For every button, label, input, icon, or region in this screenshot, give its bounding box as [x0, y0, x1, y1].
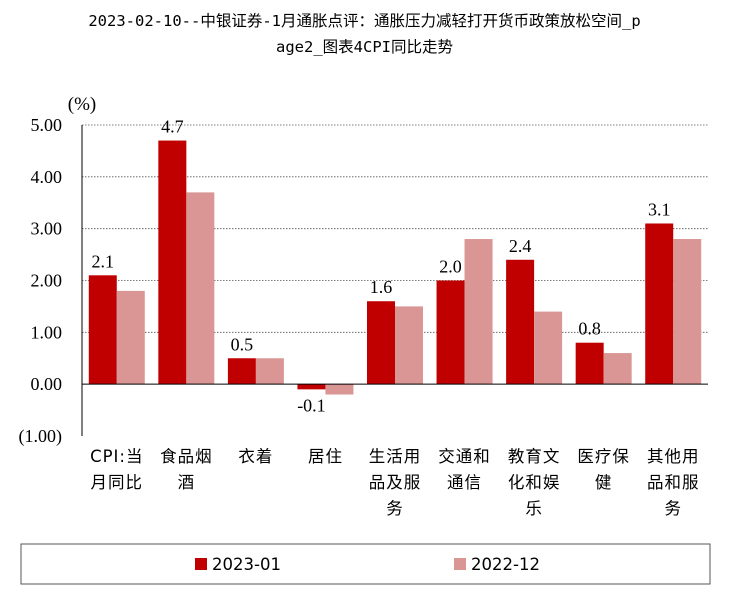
category-label: 月同比 — [91, 473, 144, 492]
bar-2022-12-6 — [534, 312, 562, 385]
category-label: 交通和 — [438, 447, 491, 466]
category-label: 教育文 — [508, 447, 561, 466]
data-label: 3.1 — [648, 199, 671, 219]
category-label: 其他用 — [647, 447, 700, 466]
y-tick-label: 2.00 — [31, 271, 63, 291]
y-axis-tick-labels: (1.00) 0.00 1.00 2.00 3.00 4.00 5.00 — [19, 115, 63, 447]
data-label: 2.1 — [92, 251, 115, 271]
category-label: 乐 — [525, 499, 543, 518]
category-label: CPI:当 — [90, 447, 143, 466]
bar-2023-01-2 — [228, 358, 256, 384]
data-label: 1.6 — [370, 277, 393, 297]
bar-2023-01-1 — [158, 141, 186, 385]
bar-2023-01-5 — [437, 281, 465, 385]
y-axis-label: (%) — [68, 94, 96, 115]
category-label: 生活用 — [369, 447, 422, 466]
category-label: 品及服 — [369, 473, 422, 492]
category-label: 居住 — [308, 447, 343, 466]
bar-2022-12-8 — [673, 239, 701, 384]
category-label: 务 — [386, 499, 404, 518]
legend-swatch-2023-01 — [195, 558, 207, 570]
bar-2023-01-7 — [576, 343, 604, 384]
y-tick-label: 1.00 — [31, 322, 63, 342]
category-label: 酒 — [178, 473, 196, 492]
category-label: 衣着 — [238, 447, 273, 466]
y-tick-label: 4.00 — [31, 167, 63, 187]
bar-2023-01-0 — [89, 275, 117, 384]
y-tick-label: 0.00 — [31, 374, 63, 394]
category-label: 化和娱 — [508, 473, 561, 492]
data-label: 4.7 — [161, 117, 184, 137]
bar-2022-12-0 — [117, 291, 145, 384]
bar-2022-12-5 — [465, 239, 493, 384]
bar-2023-01-3 — [297, 384, 325, 389]
bar-2023-01-4 — [367, 301, 395, 384]
bar-2022-12-3 — [325, 384, 353, 394]
category-label: 务 — [664, 499, 682, 518]
legend-label: 2023-01 — [212, 555, 281, 574]
data-label: 2.0 — [439, 257, 462, 277]
category-label: 医疗保 — [577, 447, 630, 466]
y-tick-label: 5.00 — [31, 115, 63, 135]
data-label: 0.5 — [231, 334, 254, 354]
bar-2022-12-4 — [395, 306, 423, 384]
category-label: 健 — [595, 473, 613, 492]
bars — [89, 141, 701, 395]
category-label: 食品烟 — [160, 447, 213, 466]
data-label: -0.1 — [297, 395, 326, 415]
category-label: 通信 — [447, 473, 482, 492]
legend-swatch-2022-12 — [454, 558, 466, 570]
y-tick-label: (1.00) — [19, 426, 63, 447]
bar-2022-12-7 — [604, 353, 632, 384]
bar-2022-12-2 — [256, 358, 284, 384]
bar-2023-01-6 — [506, 260, 534, 384]
legend-box — [21, 544, 710, 584]
legend-label: 2022-12 — [471, 555, 540, 574]
data-label: 0.8 — [578, 319, 601, 339]
bar-2022-12-1 — [186, 192, 214, 384]
legend: 2023-01 2022-12 — [195, 555, 540, 574]
y-tick-label: 3.00 — [31, 219, 63, 239]
bar-2023-01-8 — [645, 223, 673, 384]
category-label: 品和服 — [647, 473, 700, 492]
data-label: 2.4 — [509, 236, 532, 256]
